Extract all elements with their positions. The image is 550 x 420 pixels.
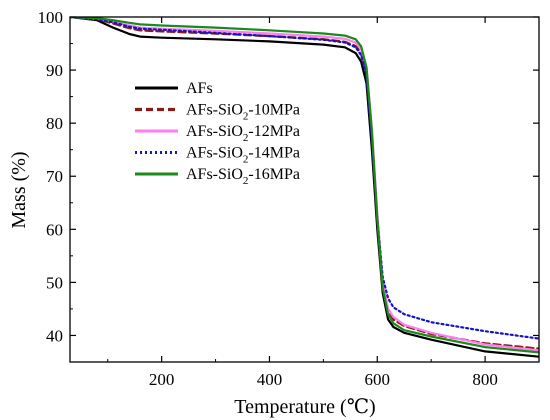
x-tick-label: 400 (257, 370, 283, 389)
y-tick-label: 60 (46, 220, 63, 239)
y-tick-label: 70 (46, 167, 63, 186)
y-tick-label: 100 (38, 8, 64, 27)
series-line-4 (70, 17, 539, 340)
y-tick-label: 40 (46, 326, 63, 345)
legend-label: AFs (186, 80, 213, 97)
x-tick-label: 200 (149, 370, 175, 389)
series-line-2 (70, 17, 539, 350)
y-tick-label: 90 (46, 61, 63, 80)
legend-label: AFs-SiO2-12MPa (186, 123, 300, 144)
series-line-5 (70, 17, 539, 354)
legend-label: AFs-SiO2-10MPa (186, 102, 300, 123)
ticks-layer: 200 400 600 800 40 50 60 70 80 90 100 (38, 8, 540, 389)
legend-label: AFs-SiO2-14MPa (186, 145, 300, 166)
series-layer (70, 17, 539, 358)
x-axis-label: Temperature (℃) (234, 396, 375, 418)
legend: AFsAFs-SiO2-10MPaAFs-SiO2-12MPaAFs-SiO2-… (135, 80, 300, 187)
y-tick-label: 80 (46, 114, 63, 133)
x-tick-label: 600 (365, 370, 391, 389)
plot-frame (69, 16, 540, 363)
series-line-1 (70, 17, 539, 358)
x-tick-label: 800 (472, 370, 498, 389)
y-tick-label: 50 (46, 273, 63, 292)
y-axis-label: Mass (%) (8, 151, 30, 228)
legend-label: AFs-SiO2-16MPa (186, 166, 300, 187)
series-line-3 (70, 17, 539, 352)
